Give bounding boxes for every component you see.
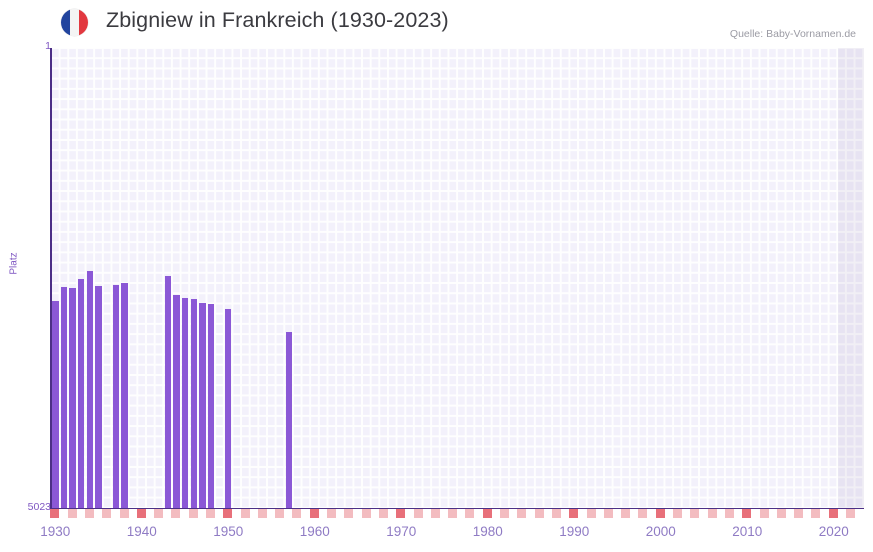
x-axis-tick-major <box>309 509 319 518</box>
x-axis-tick-minor <box>621 509 631 518</box>
x-axis-label-2000: 2000 <box>645 524 676 539</box>
bar <box>285 331 293 508</box>
bar <box>199 302 206 508</box>
x-axis-tick-major <box>742 509 752 518</box>
x-axis-tick-minor <box>102 509 112 518</box>
x-axis-tick-minor <box>673 509 683 518</box>
x-axis-tick-major <box>50 509 60 518</box>
bar <box>60 286 68 508</box>
x-axis-tick-minor <box>707 509 717 518</box>
bar <box>95 286 102 508</box>
source-label: Quelle: Baby-Vornamen.de <box>729 28 856 40</box>
y-axis-tick-top: 1 <box>45 40 51 52</box>
x-axis-tick-major <box>223 509 233 518</box>
bar <box>173 295 180 508</box>
x-axis-tick-minor <box>154 509 164 518</box>
x-axis-tick-major <box>396 509 406 518</box>
x-axis-tick-minor <box>638 509 648 518</box>
x-axis-line <box>51 508 864 510</box>
x-axis-tick-minor <box>465 509 475 518</box>
bar <box>69 287 76 508</box>
x-axis-tick-major <box>136 509 146 518</box>
x-axis-tick-minor <box>119 509 129 518</box>
x-axis-label-1980: 1980 <box>472 524 503 539</box>
bar <box>112 285 120 508</box>
y-axis-tick-bottom: 5023 <box>27 501 51 513</box>
x-axis-tick-minor <box>344 509 354 518</box>
x-axis-tick-major <box>569 509 579 518</box>
x-axis-tick-minor <box>500 509 510 518</box>
bar <box>190 298 197 508</box>
x-axis-tick-minor <box>430 509 440 518</box>
x-axis-tick-minor <box>275 509 285 518</box>
x-axis-tick-minor <box>206 509 215 518</box>
x-axis-tick-minor <box>603 509 613 518</box>
x-axis-tick-minor <box>292 509 302 518</box>
x-axis-tick-minor <box>724 509 734 518</box>
x-axis-tick-major <box>655 509 665 518</box>
x-axis-tick-minor <box>448 509 458 518</box>
x-axis-tick-minor <box>551 509 561 518</box>
x-axis-label-1960: 1960 <box>299 524 330 539</box>
x-axis-tick-minor <box>586 509 596 518</box>
x-axis-tick-minor <box>188 509 198 518</box>
chart-header: Zbigniew in Frankreich (1930-2023) Quell… <box>0 0 873 48</box>
bar <box>121 283 128 508</box>
x-axis-tick-minor <box>240 509 250 518</box>
x-axis-label-1950: 1950 <box>213 524 244 539</box>
bar <box>207 304 215 508</box>
x-axis-label-2010: 2010 <box>732 524 763 539</box>
forecast-shaded-region <box>838 48 864 508</box>
bar <box>52 300 59 508</box>
x-axis-tick-minor <box>846 509 856 518</box>
bar-series <box>51 48 864 508</box>
x-axis-label-1940: 1940 <box>126 524 157 539</box>
x-axis-tick-minor <box>257 509 267 518</box>
x-axis-tick-major <box>828 509 838 518</box>
x-axis-tick-minor <box>171 509 181 518</box>
x-axis-label-2020: 2020 <box>818 524 849 539</box>
x-axis-tick-minor <box>534 509 544 518</box>
x-axis-tick-minor <box>84 509 94 518</box>
x-axis-label-1990: 1990 <box>559 524 590 539</box>
x-axis-tick-minor <box>378 509 388 518</box>
y-axis-title: Platz <box>8 252 20 275</box>
x-axis-tick-major <box>482 509 492 518</box>
plot-area <box>51 48 864 508</box>
france-flag-circle-icon <box>61 9 88 36</box>
page-title: Zbigniew in Frankreich (1930-2023) <box>106 8 449 32</box>
x-axis-tick-minor <box>794 509 804 518</box>
y-axis-line <box>50 48 52 509</box>
x-axis-tick-minor <box>759 509 769 518</box>
x-axis-label-1930: 1930 <box>40 524 71 539</box>
x-axis-tick-minor <box>327 509 337 518</box>
x-axis-tick-minor <box>690 509 700 518</box>
x-axis-tick-minor <box>67 509 77 518</box>
bar <box>164 276 171 508</box>
x-axis-label-1970: 1970 <box>386 524 417 539</box>
x-axis-tick-minor <box>517 509 527 518</box>
x-axis-tick-minor <box>413 509 423 518</box>
x-axis-tick-minor <box>361 509 371 518</box>
bar <box>86 271 94 508</box>
bar <box>78 278 85 508</box>
bar <box>181 297 189 508</box>
bar <box>225 308 232 508</box>
x-axis-tick-minor <box>776 509 786 518</box>
x-axis-tick-minor <box>811 509 821 518</box>
